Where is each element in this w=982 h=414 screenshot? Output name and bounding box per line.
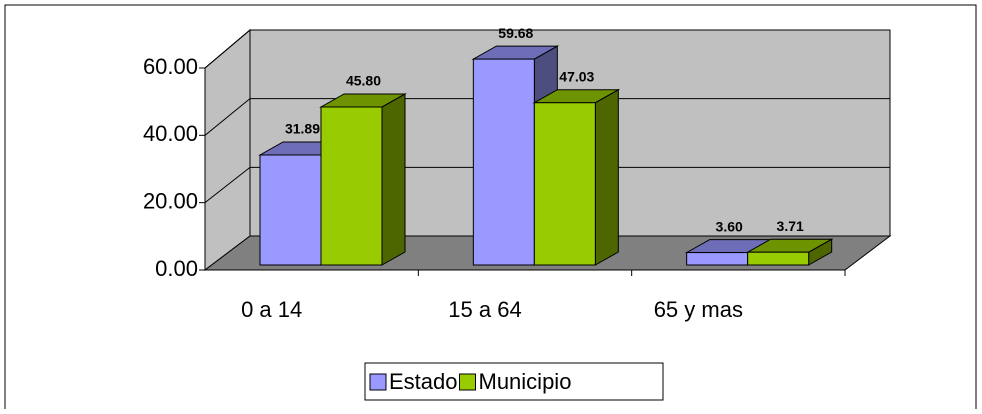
- chart-border: [4, 4, 977, 409]
- bar-side: [381, 93, 406, 266]
- bar-front: [472, 58, 535, 266]
- bar: [319, 93, 407, 266]
- y-tick-label: 0.00: [155, 256, 198, 281]
- bar: [745, 238, 834, 266]
- bar-front: [259, 154, 322, 266]
- y-tick-label: 20.00: [143, 188, 198, 213]
- side-wall: [204, 28, 251, 272]
- legend-swatch: [459, 373, 476, 391]
- value-label: 45.80: [346, 73, 381, 89]
- bar-front: [747, 251, 810, 266]
- value-label: 3.71: [777, 218, 804, 234]
- legend-label: Municipio: [479, 369, 572, 394]
- value-label: 59.68: [498, 25, 533, 41]
- y-tick-label: 40.00: [143, 121, 198, 146]
- legend: [364, 362, 664, 401]
- bar-front: [533, 102, 596, 266]
- x-tick-label: 15 a 64: [448, 297, 521, 322]
- value-label: 3.60: [716, 218, 743, 234]
- x-tick-label: 65 y mas: [654, 297, 743, 322]
- value-label: 47.03: [559, 68, 594, 84]
- grid-line: [204, 98, 251, 136]
- y-tick-label: 60.00: [143, 54, 198, 79]
- bar: [532, 88, 621, 266]
- x-tick-label: 0 a 14: [241, 297, 302, 322]
- bar-front: [686, 252, 749, 266]
- bar-front: [320, 106, 383, 266]
- legend-swatch: [369, 373, 387, 391]
- bar-side: [594, 88, 619, 266]
- value-label: 31.89: [285, 121, 320, 137]
- grid-line: [204, 29, 251, 69]
- grid-line: [204, 166, 251, 204]
- legend-label: Estado: [389, 369, 458, 394]
